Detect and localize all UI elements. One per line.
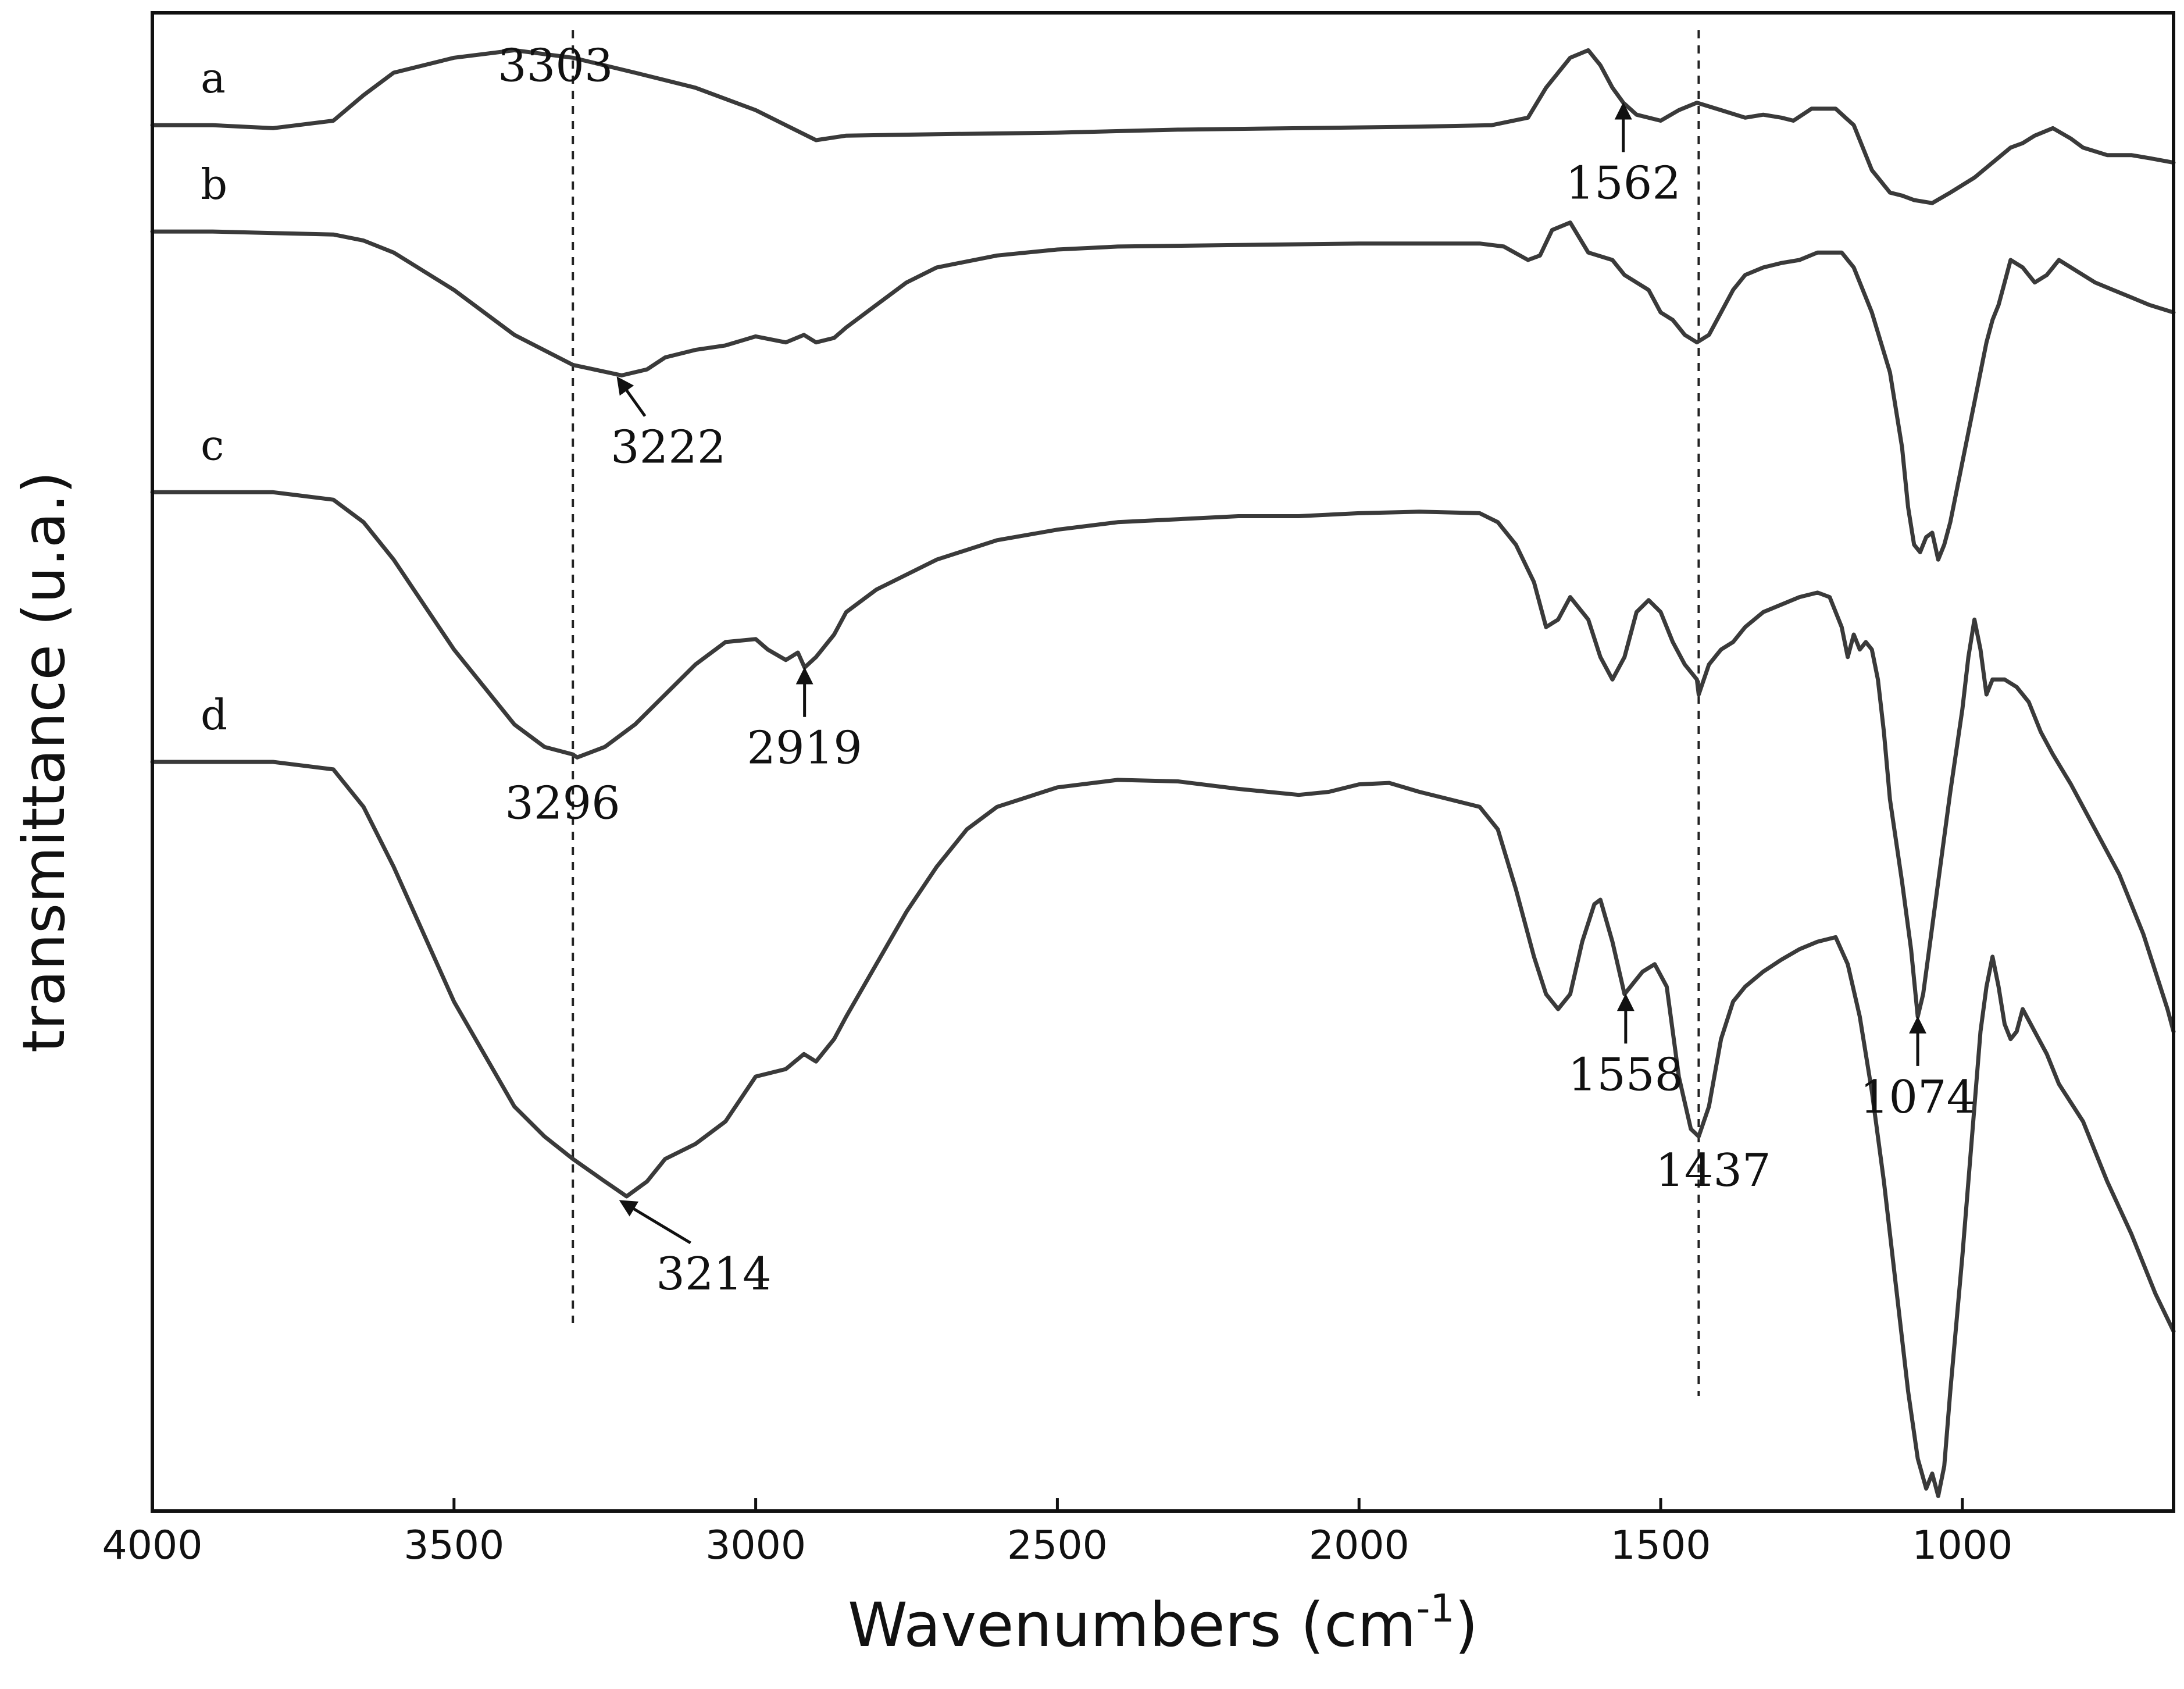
- x-axis-label-main: Wavenumbers (cm: [848, 1590, 1416, 1661]
- series-a-line: [150, 48, 2176, 205]
- curve-labels: a b c d: [201, 54, 227, 739]
- annotation-1558: 1558: [1568, 1049, 1684, 1101]
- series-d-label: d: [201, 690, 227, 739]
- annotation-3222: 3222: [611, 421, 726, 473]
- x-tick-label-2500: 2500: [1007, 1523, 1108, 1569]
- annotation-arrow-3214: [619, 1200, 691, 1245]
- annotation-2919: 2919: [747, 722, 862, 775]
- series-a-label: a: [201, 54, 226, 102]
- x-axis-label-close: ): [1454, 1590, 1478, 1661]
- annotation-3214: 3214: [656, 1248, 772, 1300]
- series-d-line: [150, 760, 2176, 1498]
- x-tick-label-1000: 1000: [1912, 1523, 2012, 1569]
- x-axis-label-sup: -1: [1416, 1586, 1455, 1631]
- y-axis-label: transmittance (u.a.): [10, 471, 78, 1053]
- annotation-1562: 1562: [1565, 158, 1681, 210]
- annotation-3303: 3303: [498, 40, 613, 92]
- annotation-1074: 1074: [1860, 1071, 1976, 1124]
- x-axis-ticks: 4000 3500 3000 2500 2000 1500 1000: [102, 1498, 2012, 1569]
- annotation-3296: 3296: [505, 777, 620, 829]
- x-tick-label-3000: 3000: [705, 1523, 806, 1569]
- series-c-line: [150, 490, 2176, 1034]
- series-c-label: c: [201, 421, 224, 469]
- annotation-arrow-3222: [616, 376, 647, 417]
- x-axis-label: Wavenumbers (cm-1): [848, 1586, 1478, 1661]
- peak-annotations: 3303 1562 3222 2919 3296 1558 1437 1074 3214: [498, 40, 1975, 1300]
- x-tick-label-2000: 2000: [1309, 1523, 1409, 1569]
- x-tick-label-3500: 3500: [404, 1523, 504, 1569]
- x-tick-label-4000: 4000: [102, 1523, 202, 1569]
- series-b-line: [150, 220, 2176, 562]
- series-b-label: b: [201, 160, 227, 209]
- spectra-traces: [150, 48, 2176, 1498]
- annotation-1437: 1437: [1655, 1145, 1771, 1197]
- plot-frame: [151, 11, 2175, 1513]
- x-tick-label-1500: 1500: [1610, 1523, 1711, 1569]
- guide-lines: [572, 30, 1700, 1396]
